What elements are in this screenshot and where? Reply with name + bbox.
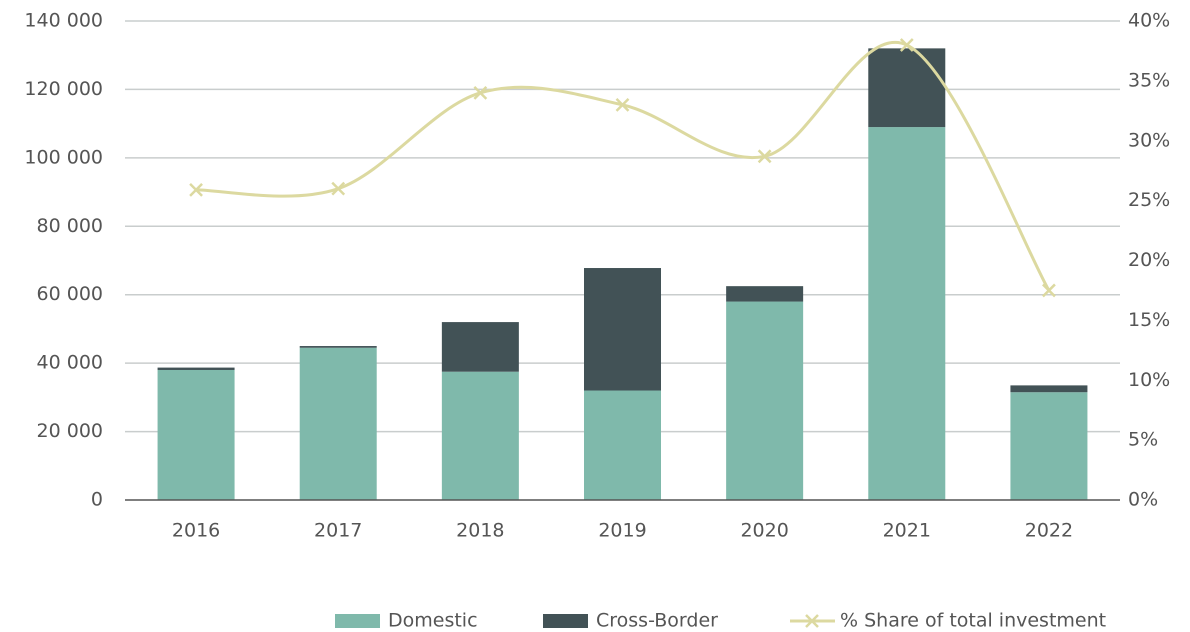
y2-tick-label: 40%	[1128, 10, 1170, 32]
y-tick-label: 100 000	[24, 146, 103, 168]
y-tick-label: 60 000	[37, 283, 103, 305]
y2-tick-label: 10%	[1128, 369, 1170, 391]
x-tick-label: 2022	[1025, 520, 1073, 542]
bar-segment	[157, 367, 235, 370]
bar-segment	[868, 48, 946, 128]
bar-segment	[726, 301, 804, 500]
x-tick-label: 2018	[456, 520, 504, 542]
x-tick-label: 2019	[598, 520, 646, 542]
y2-tick-label: 30%	[1128, 129, 1170, 151]
line-marker	[615, 97, 630, 112]
y-tick-label: 0	[91, 489, 103, 511]
bar-segment	[584, 268, 661, 391]
bar-segment	[299, 347, 377, 500]
line-marker	[805, 614, 819, 628]
y-tick-label: 80 000	[37, 215, 103, 237]
x-tick-label: 2020	[740, 520, 788, 542]
x-tick-label: 2017	[314, 520, 362, 542]
y2-tick-label: 5%	[1128, 429, 1158, 451]
y2-tick-label: 25%	[1128, 189, 1170, 211]
bar-segment	[157, 369, 235, 500]
line	[196, 40, 1051, 292]
legend-label: % Share of total investment	[840, 610, 1106, 632]
y-tick-label: 120 000	[24, 78, 103, 100]
bar-segment	[299, 346, 377, 348]
legend-item: % Share of total investment	[790, 610, 1106, 632]
legend-item: Cross-Border	[543, 610, 718, 632]
bar-segment	[868, 127, 946, 501]
bar-segment	[441, 371, 519, 500]
y2-tick-label: 15%	[1128, 309, 1170, 331]
y2-tick-label: 35%	[1128, 69, 1170, 91]
x-tick-label: 2016	[172, 520, 220, 542]
y2-tick-label: 20%	[1128, 249, 1170, 271]
line-marker	[331, 181, 346, 196]
bar-segment	[1010, 392, 1088, 500]
y-tick-label: 40 000	[37, 352, 103, 374]
y-tick-label: 140 000	[24, 10, 103, 32]
line-marker	[473, 85, 488, 100]
bar-segment	[1010, 385, 1088, 393]
legend-item: Domestic	[335, 610, 478, 632]
bar-segment	[726, 286, 804, 302]
bar-segment	[584, 390, 661, 500]
legend-label: Cross-Border	[596, 610, 718, 632]
bar-segment	[441, 322, 519, 372]
legend-swatch	[335, 614, 380, 628]
line-marker	[899, 38, 914, 52]
line-marker	[757, 149, 772, 164]
line-marker	[189, 182, 203, 197]
y2-tick-label: 0%	[1128, 489, 1158, 511]
x-tick-label: 2021	[883, 520, 931, 542]
legend-label: Domestic	[388, 610, 478, 632]
legend-swatch	[543, 614, 588, 628]
line-marker	[1042, 283, 1056, 298]
y-tick-label: 20 000	[37, 420, 103, 442]
